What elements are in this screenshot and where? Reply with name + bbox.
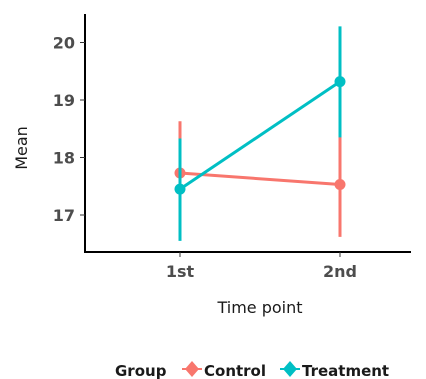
data-point-control — [334, 179, 346, 191]
legend: Group Control Treatment — [115, 361, 389, 379]
y-tick-label: 17 — [53, 206, 75, 225]
y-tick-label: 18 — [53, 149, 75, 168]
x-axis-title: Time point — [216, 298, 302, 317]
series-treatment — [174, 26, 346, 241]
series-control — [174, 121, 346, 237]
legend-label-control: Control — [204, 362, 266, 379]
data-point-treatment — [174, 183, 186, 195]
y-tick-label: 19 — [53, 91, 75, 110]
x-tick-label: 1st — [166, 262, 195, 281]
x-tick-labels: 1st 2nd — [166, 252, 357, 281]
legend-title: Group — [115, 362, 167, 379]
series-layer — [174, 26, 346, 241]
y-tick-label: 20 — [53, 34, 75, 53]
y-tick-labels: 17 18 19 20 — [53, 34, 85, 225]
series-line-control — [179, 171, 341, 187]
legend-label-treatment: Treatment — [302, 362, 389, 379]
series-line-treatment — [179, 80, 341, 191]
data-point-treatment — [334, 76, 346, 88]
x-tick-label: 2nd — [323, 262, 357, 281]
y-axis-title: Mean — [12, 126, 31, 170]
